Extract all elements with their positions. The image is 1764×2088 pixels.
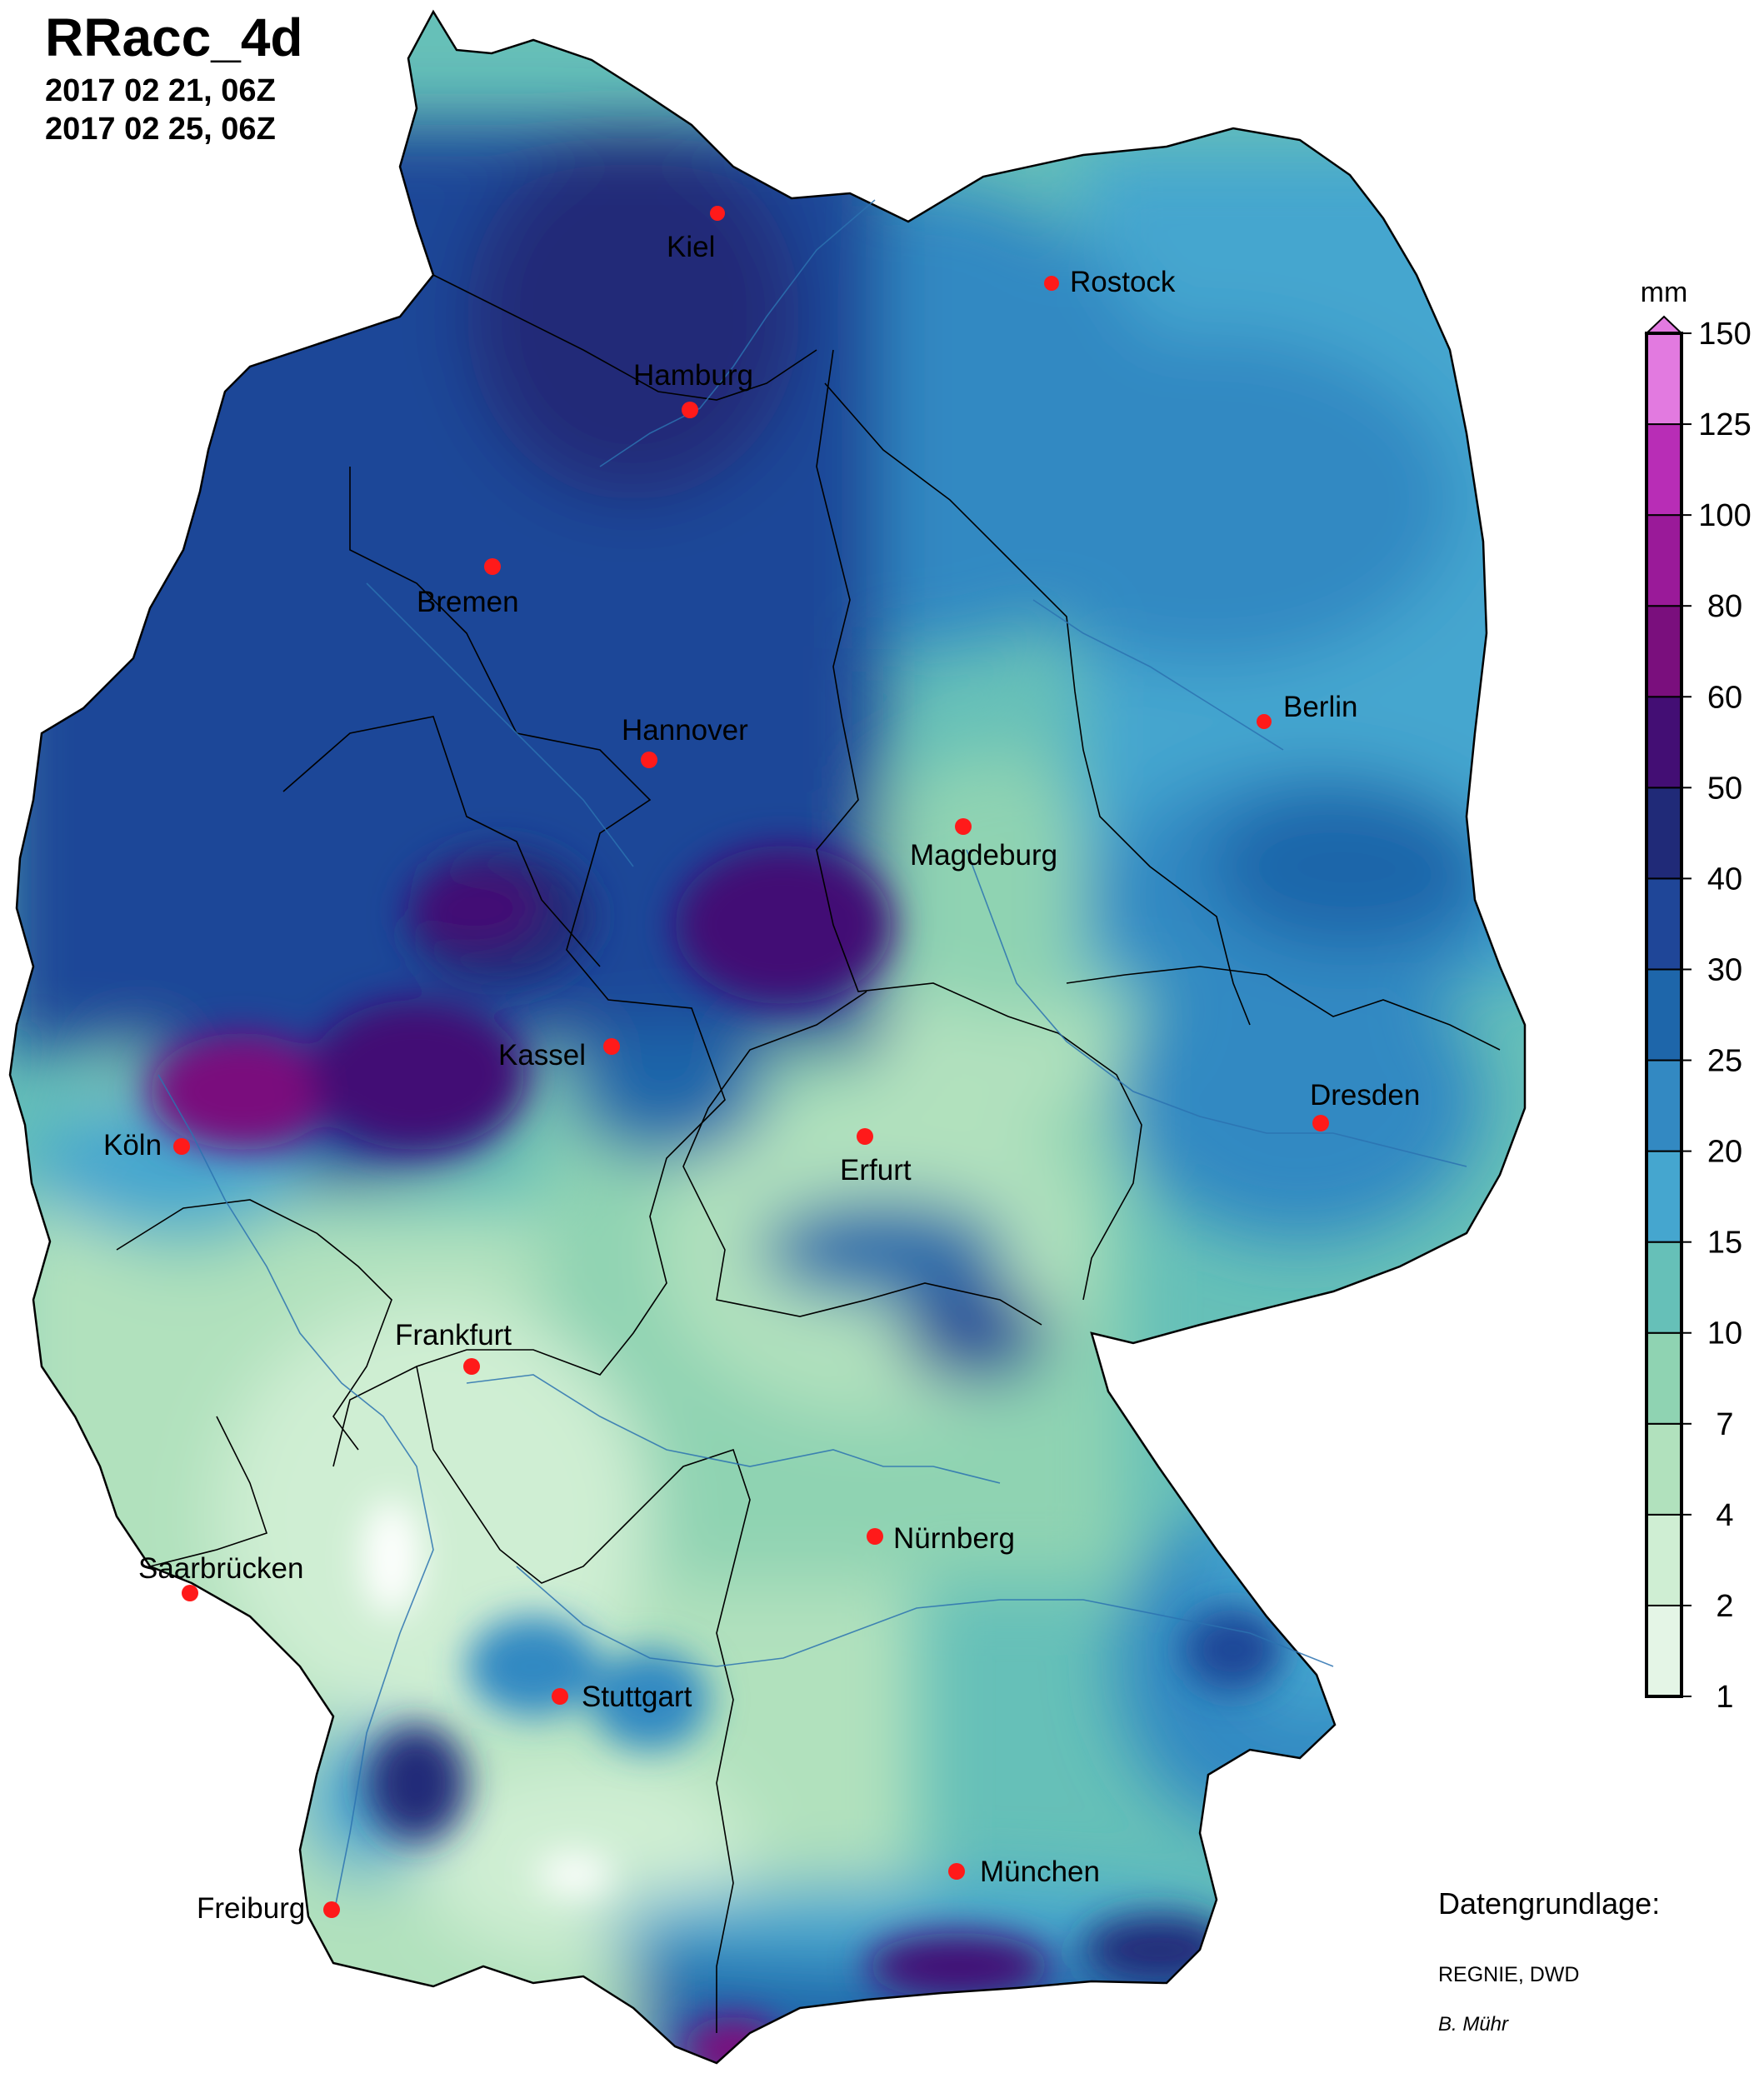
legend-tick-label: 2 [1716, 1589, 1733, 1624]
legend-tick-label: 10 [1707, 1316, 1742, 1351]
city-marker [1044, 276, 1059, 291]
legend-band [1646, 696, 1682, 789]
city-marker [603, 1038, 620, 1055]
map-title: RRacc_4d [45, 7, 303, 67]
city-marker [682, 402, 698, 418]
legend-band [1646, 1513, 1682, 1606]
legend-band [1646, 787, 1682, 880]
city-markers: Kiel Rostock Hamburg Bremen Hannover Berlin Ma… [103, 206, 1420, 1925]
legend-tick-label: 60 [1707, 680, 1742, 715]
legend-tick-label: 80 [1707, 589, 1742, 624]
legend-band [1646, 1422, 1682, 1516]
color-legend: 1 2 4 7 10 15 20 25 30 40 50 60 80 100 125 150 mm [1641, 277, 1752, 1715]
legend-band [1646, 605, 1682, 698]
legend-band [1646, 1604, 1682, 1698]
legend-band [1646, 332, 1682, 426]
legend-tick-label: 4 [1716, 1498, 1733, 1533]
city-label: Frankfurt [395, 1319, 512, 1351]
city-marker [552, 1688, 568, 1705]
legend-tick-label: 150 [1698, 317, 1751, 352]
city-marker [484, 558, 501, 575]
city-label: Erfurt [840, 1154, 912, 1186]
data-source: REGNIE, DWD [1438, 1963, 1580, 1986]
city-marker [182, 1585, 198, 1601]
period-end: 2017 02 25, 06Z [45, 112, 276, 147]
legend-overflow-triangle [1644, 315, 1684, 334]
city-marker [857, 1128, 873, 1145]
city-label: Köln [103, 1129, 162, 1161]
legend-tick-label: 7 [1716, 1407, 1733, 1442]
legend-tick-label: 100 [1698, 498, 1751, 533]
legend-tick-label: 40 [1707, 862, 1742, 897]
legend-band [1646, 514, 1682, 607]
legend-tick-label: 1 [1716, 1680, 1733, 1715]
legend-tick-label: 25 [1707, 1044, 1742, 1079]
city-label: Kassel [498, 1039, 586, 1071]
city-marker [1312, 1115, 1329, 1131]
city-label: Freiburg [197, 1892, 305, 1925]
city-label: Bremen [417, 586, 519, 618]
legend-tick-label: 125 [1698, 407, 1751, 442]
legend-band [1646, 1241, 1682, 1334]
city-marker [867, 1528, 883, 1545]
legend-band [1646, 968, 1682, 1061]
rivers [157, 199, 1467, 1917]
city-marker [323, 1901, 340, 1918]
city-marker [948, 1863, 965, 1880]
city-label: Dresden [1310, 1079, 1420, 1111]
city-label: Berlin [1283, 691, 1357, 723]
city-label: Kiel [667, 231, 715, 263]
city-label: Hannover [622, 714, 748, 747]
legend-unit: mm [1641, 277, 1688, 308]
legend-band [1646, 1331, 1682, 1425]
legend-frame [1645, 332, 1683, 1698]
period-start: 2017 02 21, 06Z [45, 73, 276, 108]
city-marker [1257, 714, 1272, 729]
city-marker [641, 752, 657, 768]
city-label: Saarbrücken [138, 1552, 303, 1585]
legend-band [1646, 1150, 1682, 1243]
city-marker [955, 818, 972, 835]
city-marker [173, 1138, 190, 1155]
city-marker [463, 1358, 480, 1375]
legend-band [1646, 1059, 1682, 1152]
data-source-heading: Datengrundlage: [1438, 1886, 1661, 1921]
city-label: Rostock [1070, 266, 1176, 298]
legend-tick-label: 20 [1707, 1135, 1742, 1170]
city-label: Magdeburg [910, 839, 1057, 872]
legend-tick-label: 15 [1707, 1226, 1742, 1261]
legend-tick-label: 50 [1707, 771, 1742, 806]
legend-band [1646, 877, 1682, 971]
city-label: Stuttgart [582, 1681, 692, 1713]
legend-band [1646, 423, 1682, 517]
city-label: Hamburg [633, 359, 753, 392]
city-marker [710, 206, 725, 221]
author-credit: B. Mühr [1438, 2013, 1509, 2036]
state-borders [116, 274, 1501, 2033]
city-label: München [980, 1856, 1100, 1888]
city-label: Nürnberg [893, 1522, 1015, 1555]
legend-tick-label: 30 [1707, 952, 1742, 987]
